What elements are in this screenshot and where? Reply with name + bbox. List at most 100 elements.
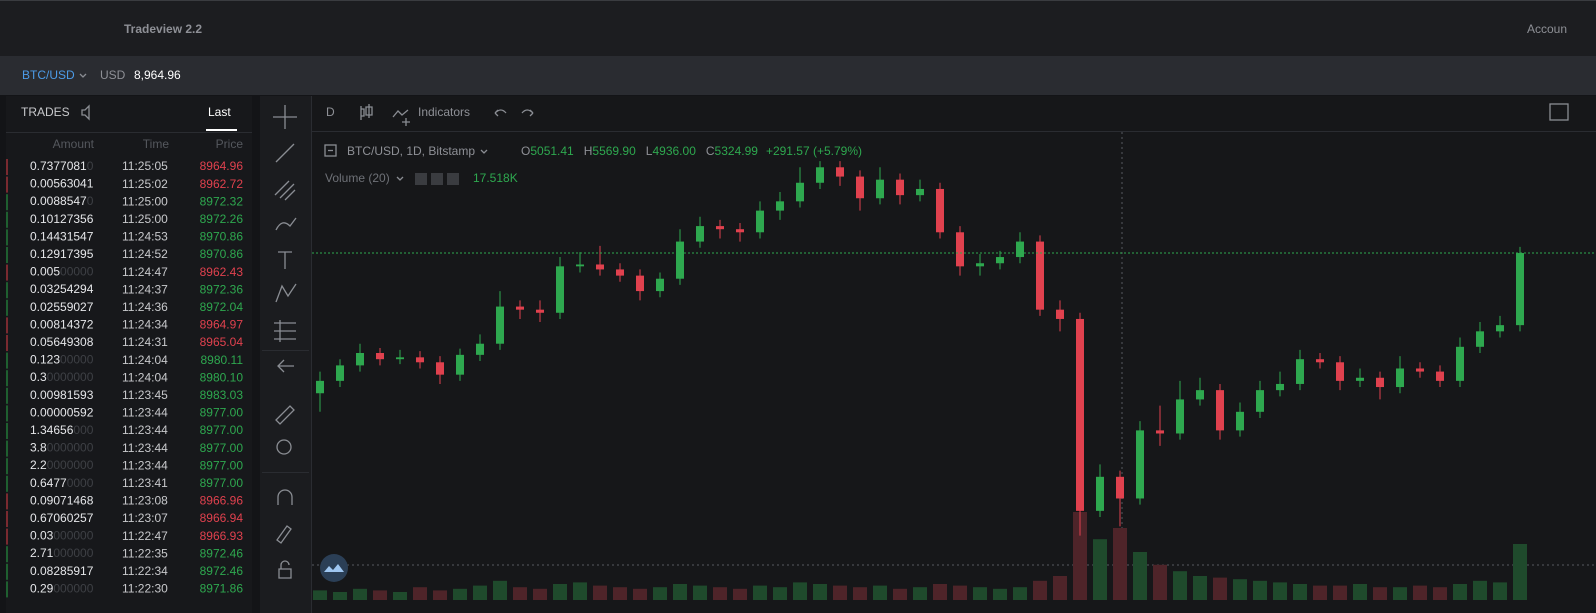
side-marker	[6, 440, 8, 457]
legend-value: 5324.99	[715, 144, 759, 158]
volume-bar	[773, 587, 787, 600]
magnet-tool[interactable]	[277, 489, 293, 505]
volume-bar	[1373, 587, 1387, 600]
volume-bar	[1353, 584, 1367, 600]
trade-time: 11:22:35	[122, 546, 168, 560]
fib-tool[interactable]	[274, 180, 296, 201]
side-marker	[6, 528, 8, 545]
text-tool[interactable]	[278, 251, 292, 269]
side-marker	[6, 194, 8, 211]
trade-price: 8966.93	[200, 529, 244, 543]
volume-bar	[813, 584, 827, 600]
volume-bar	[1173, 571, 1187, 600]
side-marker	[6, 511, 8, 527]
volume-source[interactable]	[431, 173, 443, 185]
candle-body	[1016, 241, 1024, 258]
trade-price: 8966.94	[200, 511, 244, 525]
back-tool[interactable]	[277, 359, 294, 373]
amount-digits: 0.3	[30, 370, 47, 384]
candle-body	[1516, 253, 1524, 326]
pattern-tool[interactable]	[275, 283, 297, 303]
trade-amount: 0.12917395	[30, 247, 94, 261]
trade-time: 11:22:30	[122, 582, 168, 596]
volume-bar	[1413, 585, 1427, 600]
volume-bar	[1253, 580, 1267, 600]
candle-body	[396, 357, 404, 360]
trade-price: 8971.86	[200, 582, 244, 596]
candle-body	[1436, 371, 1444, 381]
side-marker	[6, 563, 8, 580]
volume-bar	[1013, 587, 1027, 600]
trade-price: 8964.96	[200, 159, 244, 173]
candle-body	[1236, 411, 1244, 431]
trade-price: 8980.10	[200, 370, 244, 384]
measure-tool[interactable]	[275, 405, 295, 425]
brush-tool[interactable]	[275, 217, 297, 231]
legend-value: 5051.41	[530, 144, 574, 158]
candle-body	[636, 275, 644, 292]
volume-bar	[673, 584, 687, 600]
trade-time: 11:23:41	[122, 476, 168, 490]
symbol-chevron[interactable]	[480, 149, 488, 154]
trades-divider	[6, 132, 252, 133]
lock-draw-tool[interactable]	[276, 525, 292, 544]
drawing-toolbar	[260, 96, 311, 613]
sound-icon[interactable]	[81, 104, 90, 121]
ohlc-legend: O5051.41 H5569.90 L4936.00 C5324.99 +291.57 …	[521, 144, 862, 158]
volume-bar	[1113, 528, 1127, 600]
volume-bar	[373, 590, 387, 600]
trade-price: 8972.36	[200, 282, 244, 296]
candle-body	[876, 179, 884, 199]
trade-time: 11:25:00	[122, 194, 168, 208]
undo-redo[interactable]	[494, 109, 534, 117]
pair-selector[interactable]: BTC/USD	[22, 68, 75, 82]
prediction-tool[interactable]	[274, 320, 296, 342]
indicators-button[interactable]: Indicators	[418, 105, 470, 119]
unlock-tool[interactable]	[278, 560, 292, 579]
trade-amount: 0.64770000	[30, 476, 94, 490]
candle-body	[336, 365, 344, 381]
volume-chevron[interactable]	[396, 176, 404, 181]
trade-amount: 0.30000000	[30, 370, 94, 384]
ticker-bar	[0, 56, 1596, 95]
volume-bar	[1033, 580, 1047, 600]
amount-digits: 0.67060257	[30, 511, 94, 525]
logo[interactable]	[320, 554, 348, 582]
pair-chevron[interactable]	[79, 73, 87, 78]
volume-bar	[533, 588, 547, 600]
account-link[interactable]: Accoun	[1527, 22, 1567, 36]
crosshair-tool[interactable]	[273, 105, 297, 129]
candle-body	[1216, 390, 1224, 431]
volume-bar	[1273, 582, 1287, 600]
candle-body	[436, 362, 444, 375]
zoom-tool[interactable]	[276, 439, 292, 455]
candle-body	[776, 201, 784, 211]
collapse-icon[interactable]	[324, 144, 337, 157]
column-header: Price	[216, 137, 244, 151]
candle-body	[1336, 362, 1344, 381]
side-marker	[6, 493, 8, 510]
volume-remove[interactable]	[447, 173, 459, 185]
last-tab[interactable]: Last	[208, 105, 231, 119]
volume-bar	[1233, 579, 1247, 600]
candle-body	[796, 182, 804, 202]
amount-padding: 0000000	[47, 370, 94, 384]
interval[interactable]: D	[326, 105, 335, 119]
amount-digits: 0.6477	[30, 476, 67, 490]
trade-time: 11:24:52	[122, 247, 168, 261]
volume-bar	[933, 584, 947, 600]
trade-amount: 0.00885470	[30, 194, 94, 208]
candle-body	[716, 226, 724, 230]
candle-body	[1276, 383, 1284, 391]
trendline-tool[interactable]	[275, 143, 295, 163]
trade-amount: 0.00563041	[30, 177, 94, 191]
volume-bar	[473, 585, 487, 600]
chart-type-icon[interactable]	[360, 104, 373, 120]
volume-bar	[1133, 552, 1147, 600]
volume-bar	[593, 585, 607, 600]
candle-body	[1416, 368, 1424, 372]
candle-body	[496, 306, 504, 344]
indicators-icon[interactable]	[392, 109, 410, 126]
volume-settings[interactable]	[415, 173, 427, 185]
layout-icon[interactable]	[1549, 103, 1569, 121]
